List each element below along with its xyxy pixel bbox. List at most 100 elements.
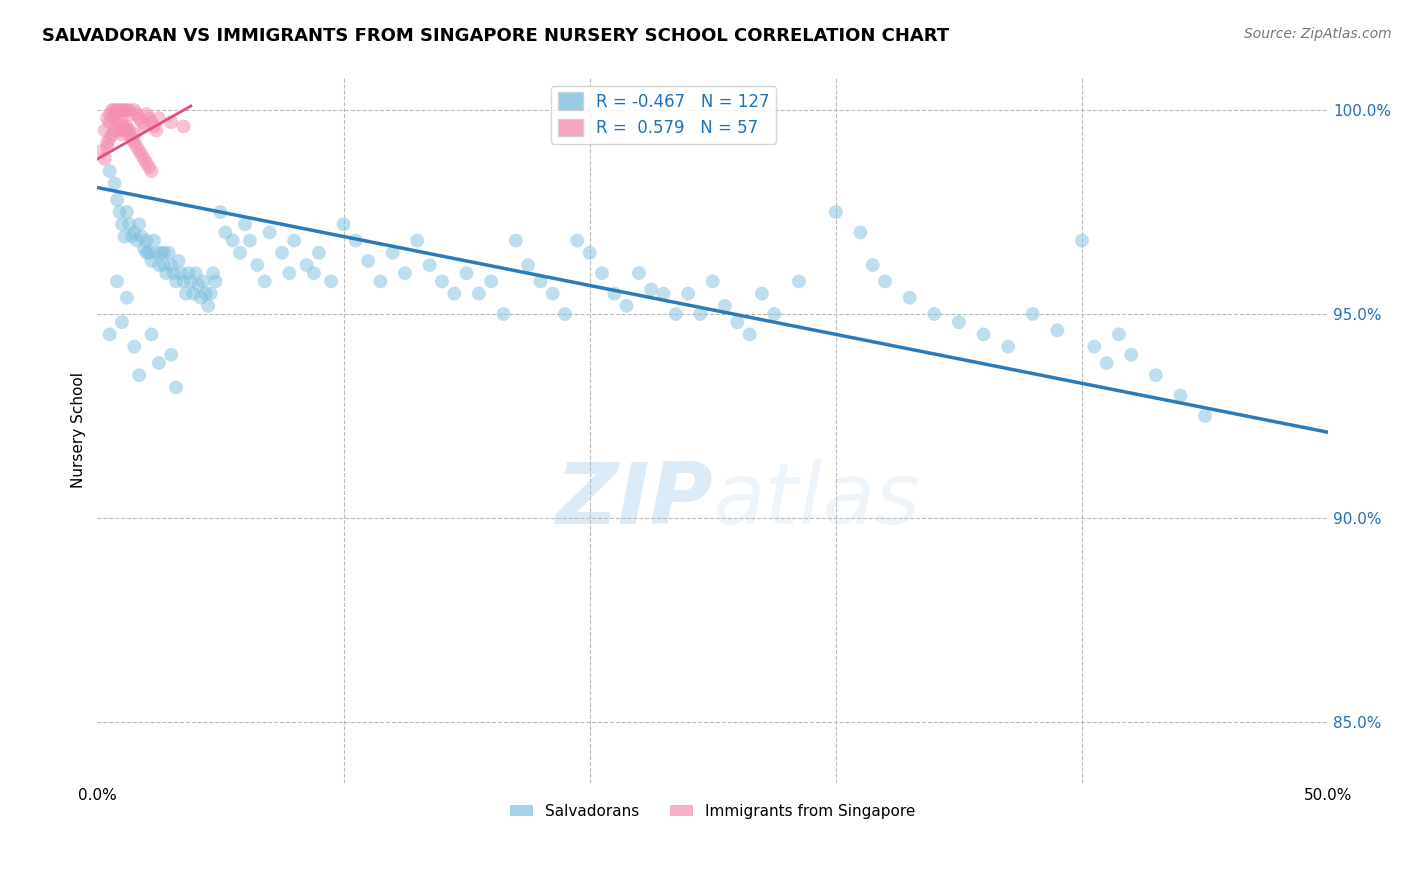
Point <box>370 274 392 288</box>
Point <box>406 234 429 248</box>
Point <box>849 226 872 240</box>
Point <box>125 107 148 121</box>
Point <box>98 131 121 145</box>
Point <box>922 307 945 321</box>
Point <box>108 205 131 219</box>
Point <box>134 242 156 256</box>
Point <box>128 112 150 126</box>
Point <box>689 307 711 321</box>
Point <box>103 107 125 121</box>
Point <box>492 307 515 321</box>
Point <box>1121 348 1143 362</box>
Point <box>283 234 305 248</box>
Point <box>98 164 121 178</box>
Point <box>108 123 131 137</box>
Point <box>529 274 551 288</box>
Point <box>302 266 325 280</box>
Point <box>1095 356 1118 370</box>
Point <box>190 291 212 305</box>
Point <box>253 274 276 288</box>
Point <box>209 205 232 219</box>
Point <box>702 274 724 288</box>
Point <box>394 266 416 280</box>
Point <box>103 123 125 137</box>
Point <box>148 112 170 126</box>
Point <box>381 245 404 260</box>
Point <box>1083 340 1105 354</box>
Point <box>121 229 143 244</box>
Point <box>131 115 153 129</box>
Point <box>103 177 125 191</box>
Point <box>111 103 134 117</box>
Point <box>150 245 173 260</box>
Point <box>468 286 491 301</box>
Point <box>167 254 190 268</box>
Point <box>824 205 846 219</box>
Point <box>141 254 163 268</box>
Point <box>105 193 128 207</box>
Point <box>124 103 146 117</box>
Point <box>479 274 502 288</box>
Point <box>141 327 163 342</box>
Point <box>787 274 810 288</box>
Point <box>103 103 125 117</box>
Point <box>145 245 167 260</box>
Point <box>135 245 157 260</box>
Point <box>101 128 124 142</box>
Point <box>1170 388 1192 402</box>
Point <box>105 120 128 134</box>
Point <box>115 120 138 134</box>
Point <box>948 315 970 329</box>
Point <box>214 226 236 240</box>
Point <box>93 123 115 137</box>
Point <box>173 120 195 134</box>
Point <box>160 348 183 362</box>
Point <box>115 291 138 305</box>
Point <box>278 266 301 280</box>
Point <box>155 266 177 280</box>
Point <box>125 234 148 248</box>
Point <box>174 286 197 301</box>
Point <box>138 112 160 126</box>
Point <box>187 278 209 293</box>
Point <box>138 160 160 174</box>
Point <box>160 258 183 272</box>
Point <box>751 286 773 301</box>
Point <box>517 258 540 272</box>
Point <box>101 103 124 117</box>
Point <box>111 115 134 129</box>
Point <box>111 128 134 142</box>
Point <box>118 128 141 142</box>
Point <box>105 274 128 288</box>
Point <box>96 140 118 154</box>
Point <box>222 234 245 248</box>
Point <box>652 286 675 301</box>
Point <box>295 258 318 272</box>
Point <box>173 274 195 288</box>
Point <box>271 245 294 260</box>
Text: atlas: atlas <box>713 459 921 542</box>
Point <box>101 112 124 126</box>
Point <box>165 274 187 288</box>
Point <box>93 152 115 166</box>
Point <box>112 103 135 117</box>
Point <box>202 266 225 280</box>
Point <box>321 274 343 288</box>
Point <box>419 258 441 272</box>
Point <box>616 299 638 313</box>
Point <box>197 299 219 313</box>
Point <box>1194 409 1216 423</box>
Legend: Salvadorans, Immigrants from Singapore: Salvadorans, Immigrants from Singapore <box>503 797 921 825</box>
Point <box>505 234 527 248</box>
Point <box>111 315 134 329</box>
Point <box>115 205 138 219</box>
Point <box>143 234 166 248</box>
Point <box>259 226 281 240</box>
Point <box>332 217 354 231</box>
Point <box>898 291 921 305</box>
Point <box>153 245 176 260</box>
Point <box>997 340 1019 354</box>
Point <box>128 368 150 383</box>
Point <box>121 131 143 145</box>
Point <box>157 245 180 260</box>
